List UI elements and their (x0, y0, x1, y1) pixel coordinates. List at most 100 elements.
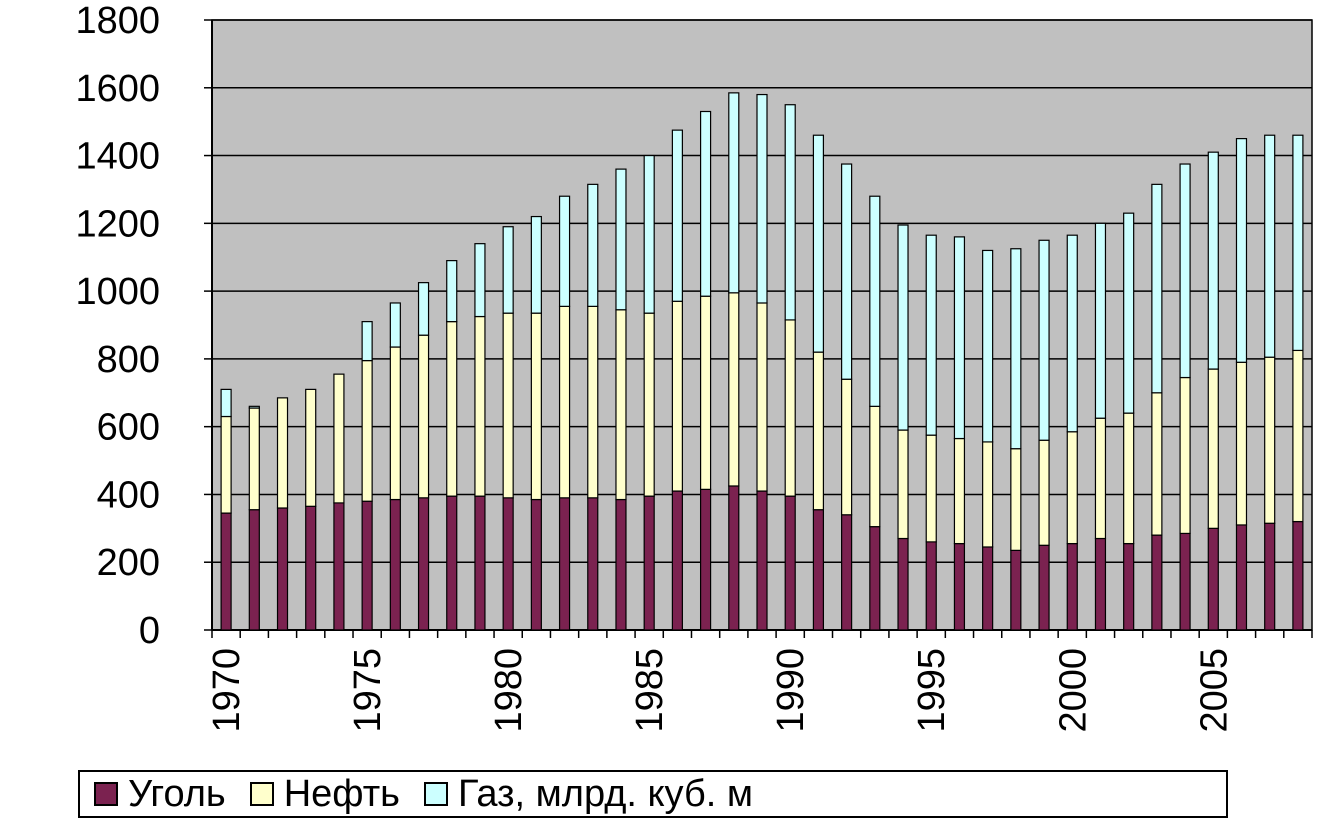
bar-oil-1998 (1010, 448, 1022, 551)
bar-oil-1992 (841, 378, 853, 516)
bar-coal-1997 (982, 546, 994, 631)
y-tick-label: 1000 (75, 271, 160, 313)
bar-coal-1978 (446, 495, 458, 631)
bar-gas-1970 (220, 388, 232, 418)
bar-oil-1976 (389, 346, 401, 501)
bar-gas-1983 (587, 183, 599, 307)
y-tick-label: 0 (139, 610, 160, 652)
bar-gas-1991 (812, 134, 825, 353)
bar-gas-1977 (417, 282, 430, 336)
y-tick-label: 600 (97, 407, 160, 449)
bar-coal-1991 (812, 509, 825, 631)
bar-oil-1975 (361, 359, 373, 502)
bar-oil-1972 (276, 397, 289, 509)
bar-coal-1982 (558, 497, 571, 631)
bar-coal-1985 (643, 495, 655, 631)
legend-label-gas: Газ, млрд. куб. м (457, 773, 753, 815)
bar-gas-1999 (1038, 239, 1050, 441)
bar-gas-1971 (248, 405, 260, 409)
bar-gas-2002 (1123, 212, 1135, 414)
bar-coal-1976 (389, 498, 401, 631)
y-tick-label: 200 (97, 542, 160, 584)
legend-swatch-coal (94, 782, 118, 806)
bar-oil-1994 (897, 429, 909, 540)
bar-oil-1980 (502, 312, 514, 499)
bar-oil-1995 (925, 434, 937, 543)
bar-coal-2007 (1264, 522, 1276, 631)
bar-coal-2001 (1094, 537, 1107, 631)
bar-coal-1980 (502, 497, 514, 631)
bar-oil-1973 (305, 388, 317, 507)
bar-oil-1997 (982, 441, 994, 548)
x-tick-label: 1975 (347, 648, 389, 733)
y-tick-label: 1600 (75, 68, 160, 110)
bar-oil-2003 (1151, 392, 1163, 536)
x-tick-label: 1995 (911, 648, 953, 733)
bar-oil-2006 (1235, 361, 1248, 526)
bar-gas-1979 (474, 243, 486, 318)
bar-coal-1983 (587, 497, 599, 631)
bar-gas-1975 (361, 321, 373, 362)
legend-item-oil: Нефть (249, 775, 400, 813)
legend-swatch-oil (249, 782, 274, 806)
bar-coal-1970 (220, 512, 232, 631)
bar-coal-1974 (333, 502, 345, 631)
bar-oil-2007 (1264, 356, 1276, 524)
bar-gas-1994 (897, 224, 909, 431)
bar-gas-2001 (1094, 222, 1107, 419)
bar-coal-1987 (699, 488, 712, 631)
bar-gas-1992 (841, 163, 853, 380)
bar-coal-1981 (530, 498, 542, 631)
bar-gas-1993 (869, 195, 881, 407)
bar-coal-2004 (1179, 532, 1191, 631)
y-tick-label: 1200 (75, 203, 160, 245)
bar-coal-1993 (869, 526, 881, 631)
bar-gas-2000 (1066, 234, 1078, 433)
bar-coal-1988 (728, 485, 740, 631)
bar-coal-1973 (305, 505, 317, 631)
bar-oil-2008 (1292, 349, 1304, 523)
bar-gas-1996 (953, 236, 966, 440)
bar-coal-2002 (1123, 542, 1135, 631)
bar-oil-1990 (784, 319, 796, 497)
bar-oil-1982 (558, 305, 571, 499)
bar-gas-2008 (1292, 134, 1304, 352)
bar-coal-1971 (248, 509, 260, 631)
bar-oil-2005 (1207, 368, 1219, 529)
bar-coal-1998 (1010, 549, 1022, 631)
x-tick-label: 1990 (770, 648, 812, 733)
bar-gas-2003 (1151, 183, 1163, 394)
bar-gas-1988 (728, 92, 740, 294)
bar-coal-2005 (1207, 527, 1219, 631)
x-tick-label: 2000 (1052, 648, 1094, 733)
legend: Уголь Нефть Газ, млрд. куб. м (78, 770, 1228, 818)
bar-coal-1995 (925, 541, 937, 631)
bar-oil-1979 (474, 315, 486, 497)
bar-oil-1984 (615, 309, 627, 501)
bar-oil-1993 (869, 405, 881, 528)
bar-gas-1990 (784, 104, 796, 321)
bar-gas-1985 (643, 154, 655, 314)
bar-oil-1985 (643, 312, 655, 497)
bar-gas-1982 (558, 195, 571, 307)
bar-oil-1999 (1038, 439, 1050, 546)
bar-coal-1999 (1038, 544, 1050, 631)
bar-oil-1971 (248, 407, 260, 511)
bar-oil-1970 (220, 415, 232, 514)
bar-coal-2006 (1235, 524, 1248, 631)
bar-gas-1998 (1010, 248, 1022, 450)
bar-coal-1986 (671, 490, 683, 631)
bar-oil-1986 (671, 300, 683, 492)
bar-coal-1979 (474, 495, 486, 631)
bar-coal-1984 (615, 498, 627, 631)
chart: 0 200 400 600 800 1000 1200 1400 1600 1800 1970 197… (75, 0, 1313, 733)
legend-item-coal: Уголь (94, 775, 226, 813)
bar-gas-2007 (1264, 134, 1276, 358)
y-tick-label: 800 (97, 339, 160, 381)
bar-coal-2008 (1292, 520, 1304, 631)
x-tick-label: 1980 (488, 648, 530, 733)
bar-oil-2001 (1094, 417, 1107, 540)
x-tick-label: 1985 (629, 648, 671, 733)
bar-gas-1989 (756, 93, 768, 304)
bar-gas-1995 (925, 234, 937, 436)
